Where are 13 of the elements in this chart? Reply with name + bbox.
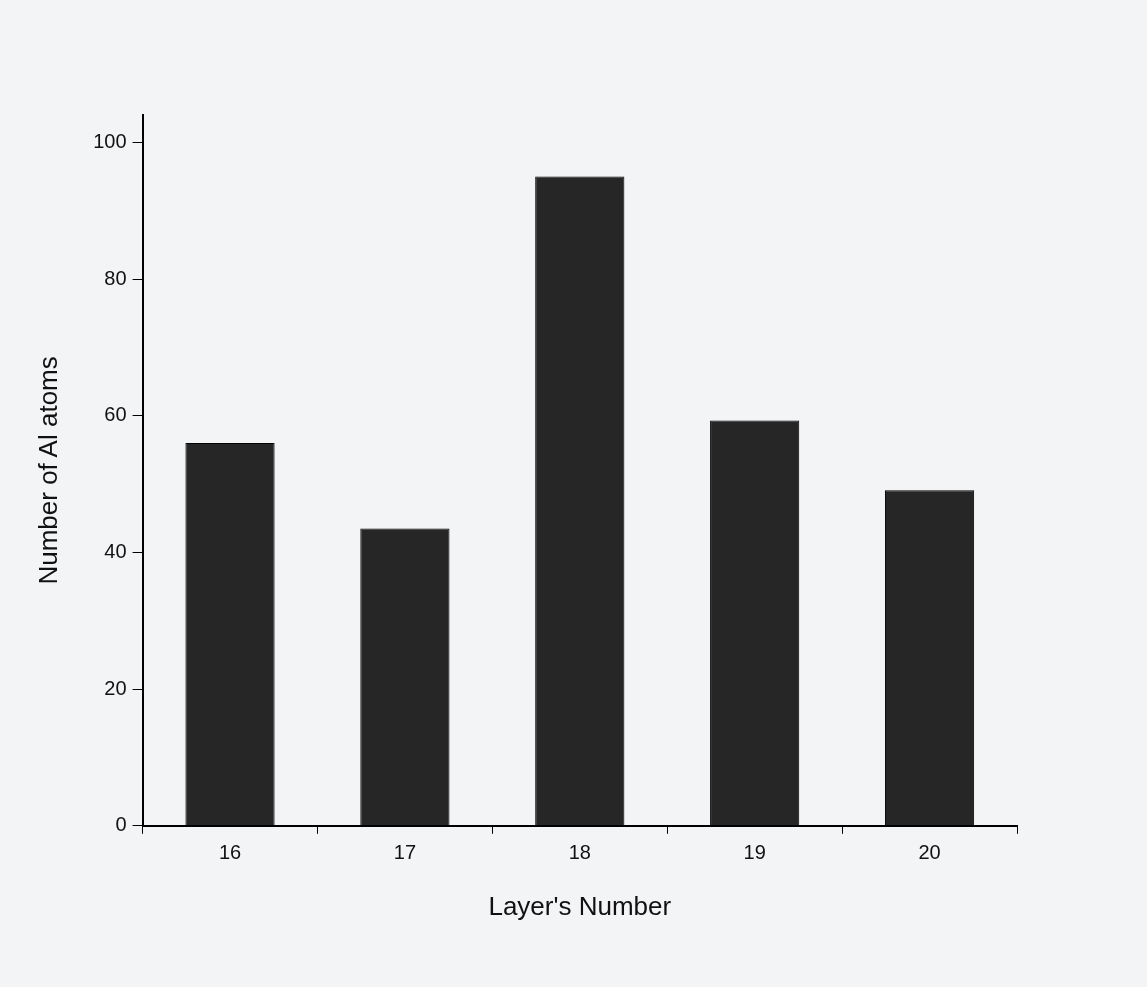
- y-tick-label: 0: [115, 813, 127, 836]
- y-axis-title: Number of Al atoms: [32, 356, 63, 585]
- x-tick-label: 16: [218, 841, 242, 864]
- x-tick-label: 18: [568, 841, 591, 864]
- x-axis-title: Layer's Number: [488, 890, 672, 921]
- y-tick-label: 40: [104, 539, 127, 562]
- y-tick-label: 100: [93, 129, 127, 152]
- y-tick-label: 20: [104, 676, 127, 699]
- y-tick-label: 60: [104, 403, 127, 426]
- y-tick-label: 80: [104, 266, 127, 289]
- x-tick-label: 19: [743, 841, 766, 864]
- x-tick-label: 20: [918, 841, 941, 864]
- x-tick-label: 17: [393, 841, 417, 864]
